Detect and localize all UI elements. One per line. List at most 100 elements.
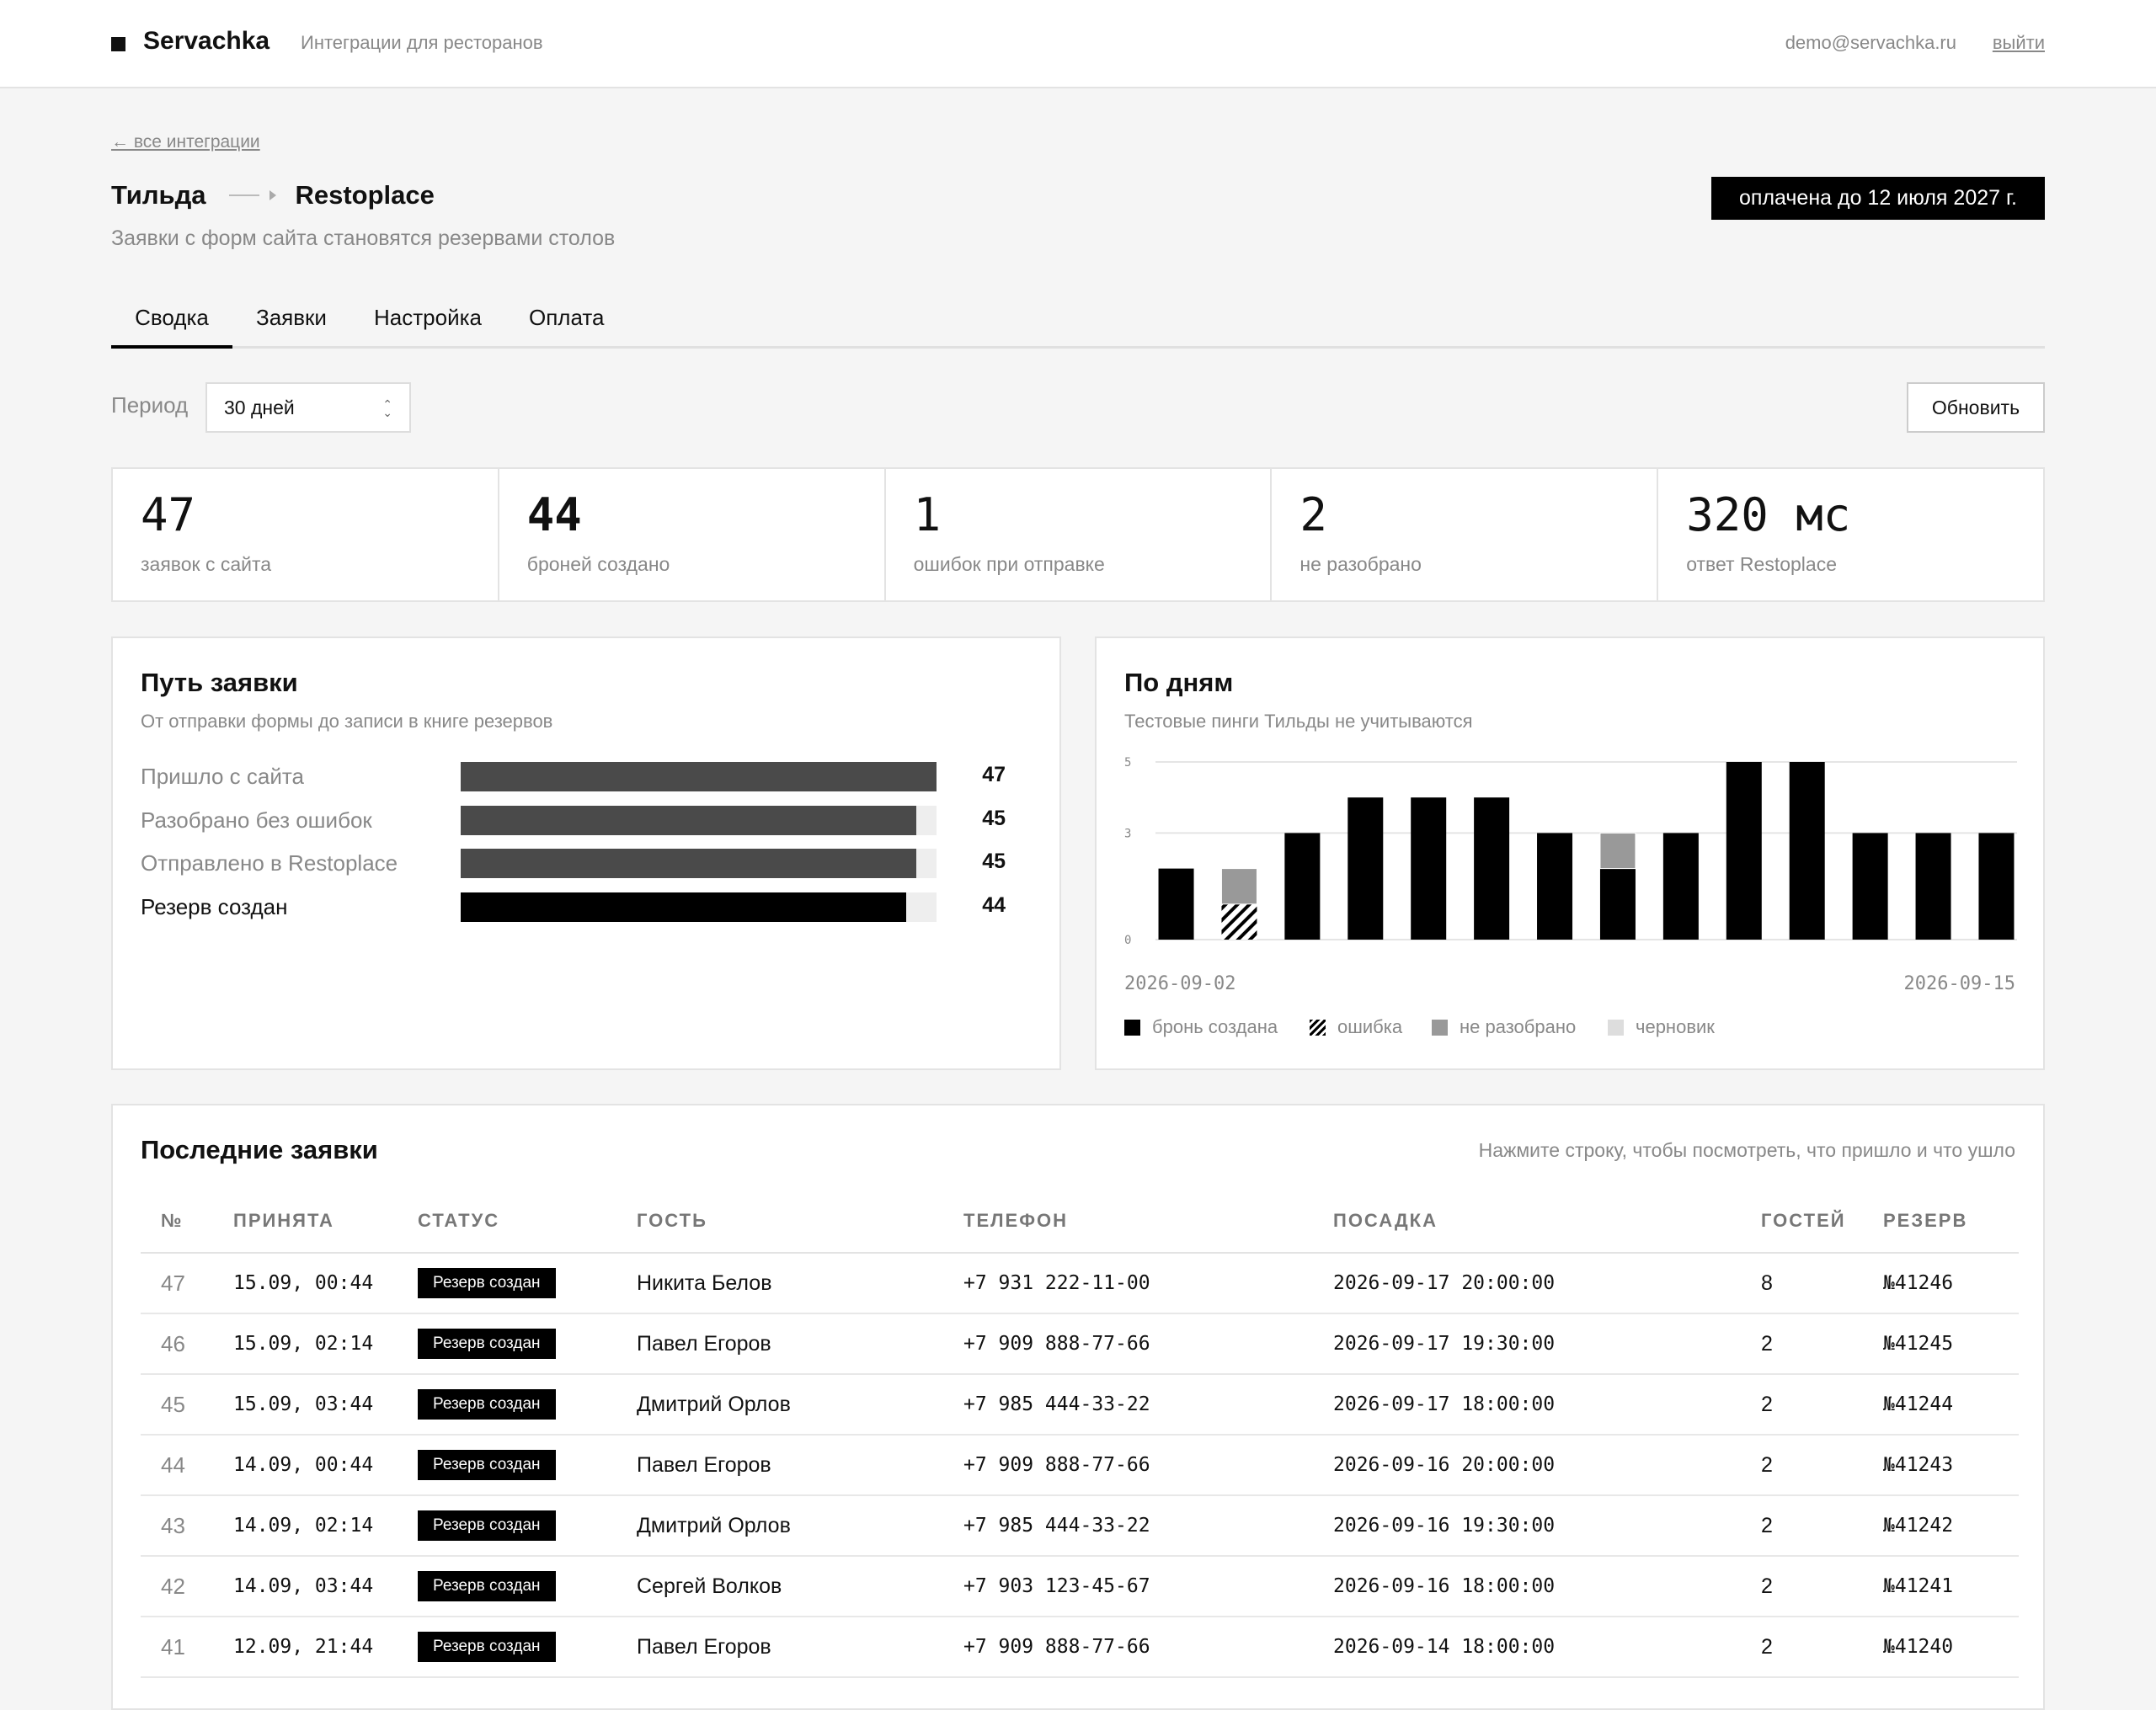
legend-hatch-icon bbox=[1310, 1019, 1326, 1036]
guest-name: Дмитрий Орлов bbox=[637, 1374, 963, 1436]
received-time: 14.09, 03:44 bbox=[233, 1556, 418, 1617]
bar-segment bbox=[1221, 903, 1257, 940]
bar-segment bbox=[1220, 868, 1257, 905]
table-row[interactable]: 46 15.09, 02:14 Резерв создан Павел Егоров +… bbox=[141, 1313, 2019, 1375]
seating-time: 2026-09-17 18:00:00 bbox=[1333, 1374, 1761, 1436]
refresh-button[interactable]: Обновить bbox=[1907, 382, 2045, 433]
kpi-strip: 47 заявок с сайта 44 броней создано 1 ош… bbox=[111, 467, 2045, 602]
bar-segment bbox=[1411, 797, 1447, 940]
tab-settings[interactable]: Настройка bbox=[374, 305, 482, 330]
legend-item: черновик bbox=[1608, 1016, 1715, 1038]
bar-segment bbox=[1348, 797, 1384, 940]
bar-segment bbox=[1284, 833, 1321, 940]
daily-title: По дням bbox=[1124, 668, 1234, 697]
status-cell: Резерв создан bbox=[418, 1313, 637, 1375]
guest-phone: +7 985 444-33-22 bbox=[963, 1495, 1333, 1557]
kpi-requests: 47 заявок с сайта bbox=[113, 469, 499, 600]
guest-count: 8 bbox=[1761, 1253, 1883, 1314]
row-number: 45 bbox=[141, 1374, 233, 1436]
tab-payment[interactable]: Оплата bbox=[529, 305, 605, 330]
logout-link[interactable]: выйти bbox=[1992, 32, 2045, 53]
bar-segment bbox=[1537, 833, 1573, 940]
guest-count: 2 bbox=[1761, 1313, 1883, 1375]
guest-name: Дмитрий Орлов bbox=[637, 1495, 963, 1557]
status-cell: Резерв создан bbox=[418, 1617, 637, 1678]
chart-date-end: 2026-09-15 bbox=[1903, 973, 2015, 994]
tab-summary[interactable]: Сводка bbox=[111, 298, 232, 349]
funnel-step-bar bbox=[461, 762, 937, 791]
source-name: Тильда bbox=[111, 180, 206, 210]
table-header-row: № ПРИНЯТА СТАТУС ГОСТЬ ТЕЛЕФОН ПОСАДКА Г… bbox=[141, 1190, 2019, 1254]
app-header: Servachka Интеграции для ресторанов demo… bbox=[0, 0, 2156, 88]
back-to-integrations-link[interactable]: ← все интеграции bbox=[111, 132, 260, 152]
funnel-step-value: 45 bbox=[982, 850, 1006, 873]
guest-count: 2 bbox=[1761, 1495, 1883, 1557]
kpi-label: ответ Restoplace bbox=[1686, 553, 1837, 575]
row-number: 44 bbox=[141, 1435, 233, 1496]
table-row[interactable]: 43 14.09, 02:14 Резерв создан Дмитрий Орлов… bbox=[141, 1495, 2019, 1557]
status-cell: Резерв создан bbox=[418, 1253, 637, 1314]
bar-segment bbox=[1599, 868, 1636, 940]
table-row[interactable]: 47 15.09, 00:44 Резерв создан Никита Белов +… bbox=[141, 1253, 2019, 1314]
funnel-step-bar bbox=[461, 806, 916, 835]
status-badge: Резерв создан bbox=[418, 1389, 556, 1420]
table-row[interactable]: 41 12.09, 21:44 Резерв создан Павел Егоров +… bbox=[141, 1617, 2019, 1678]
row-number: 41 bbox=[141, 1617, 233, 1678]
column-header: ПРИНЯТА bbox=[233, 1190, 418, 1254]
kpi-value: 2 bbox=[1299, 488, 1327, 541]
tab-requests[interactable]: Заявки bbox=[256, 305, 327, 330]
legend-label: не разобрано bbox=[1460, 1016, 1577, 1037]
received-time: 12.09, 21:44 bbox=[233, 1617, 418, 1678]
guest-phone: +7 909 888-77-66 bbox=[963, 1313, 1333, 1375]
integration-route: Тильда Restoplace bbox=[111, 180, 435, 210]
chart-legend: бронь создана ошибка не разобрано чернов… bbox=[1124, 1016, 2017, 1041]
seating-time: 2026-09-17 20:00:00 bbox=[1333, 1253, 1761, 1314]
period-select[interactable]: 30 дней ⌃ ⌄ bbox=[205, 382, 411, 433]
guest-phone: +7 909 888-77-66 bbox=[963, 1435, 1333, 1496]
recent-requests-card: Последние заявки Нажмите строку, чтобы п… bbox=[111, 1104, 2045, 1710]
row-number: 47 bbox=[141, 1253, 233, 1314]
bar-segment bbox=[1978, 833, 2015, 940]
table-row[interactable]: 42 14.09, 03:44 Резерв создан Сергей Волков… bbox=[141, 1556, 2019, 1617]
guest-phone: +7 931 222-11-00 bbox=[963, 1253, 1333, 1314]
bar-segment bbox=[1662, 833, 1699, 940]
status-badge: Резерв создан bbox=[418, 1510, 556, 1541]
status-badge: Резерв создан bbox=[418, 1450, 556, 1480]
kpi-value: 1 bbox=[913, 488, 942, 541]
status-cell: Резерв создан bbox=[418, 1556, 637, 1617]
legend-label: бронь создана bbox=[1152, 1016, 1278, 1037]
guest-name: Павел Егоров bbox=[637, 1435, 963, 1496]
arrow-right-icon bbox=[229, 190, 277, 200]
funnel-step-label: Пришло с сайта bbox=[141, 764, 304, 789]
funnel-step-track bbox=[461, 849, 937, 878]
funnel-step-track bbox=[461, 806, 937, 835]
guest-name: Никита Белов bbox=[637, 1253, 963, 1314]
guest-count: 2 bbox=[1761, 1374, 1883, 1436]
funnel-step-value: 45 bbox=[982, 807, 1006, 830]
status-badge: Резерв создан bbox=[418, 1571, 556, 1601]
bar-segment bbox=[1726, 762, 1762, 940]
table-row[interactable]: 45 15.09, 03:44 Резерв создан Дмитрий Орлов… bbox=[141, 1374, 2019, 1436]
page-subtitle: Заявки с форм сайта становятся резервами… bbox=[111, 226, 616, 250]
period-label: Период bbox=[111, 392, 189, 418]
row-number: 46 bbox=[141, 1313, 233, 1375]
seating-time: 2026-09-16 20:00:00 bbox=[1333, 1435, 1761, 1496]
user-email: demo@servachka.ru bbox=[1785, 32, 1956, 53]
legend-swatch-icon bbox=[1608, 1019, 1624, 1036]
reserve-number: №41240 bbox=[1883, 1617, 2019, 1678]
logo[interactable]: Servachka bbox=[143, 27, 270, 55]
bar-segment bbox=[1158, 868, 1194, 940]
select-arrows-icon: ⌃ ⌄ bbox=[382, 397, 392, 419]
funnel-step-track bbox=[461, 762, 937, 791]
daily-subtitle: Тестовые пинги Тильды не учитываются bbox=[1124, 711, 1473, 732]
funnel-subtitle: От отправки формы до записи в книге резе… bbox=[141, 711, 553, 732]
bar-segment bbox=[1789, 762, 1825, 940]
kpi-value: 320 мс bbox=[1686, 488, 1851, 541]
seating-time: 2026-09-14 18:00:00 bbox=[1333, 1617, 1761, 1678]
kpi-label: заявок с сайта bbox=[141, 553, 272, 575]
reserve-number: №41241 bbox=[1883, 1556, 2019, 1617]
bar-segment bbox=[1915, 833, 1951, 940]
column-header: СТАТУС bbox=[418, 1190, 637, 1254]
row-number: 43 bbox=[141, 1495, 233, 1557]
table-row[interactable]: 44 14.09, 00:44 Резерв создан Павел Егоров +… bbox=[141, 1435, 2019, 1496]
